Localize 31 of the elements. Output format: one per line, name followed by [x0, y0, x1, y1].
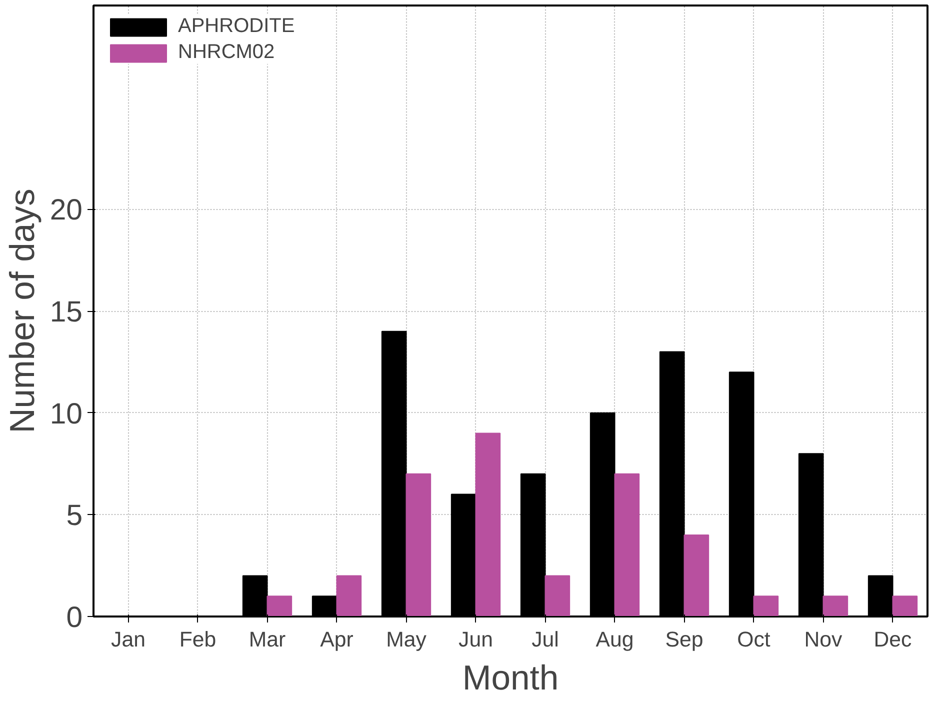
x-tick-label: Jul	[532, 628, 559, 652]
y-tick-label: 5	[66, 499, 82, 532]
x-tick-label: Oct	[737, 628, 770, 652]
bar	[684, 534, 710, 616]
x-tick-label: Jan	[111, 628, 146, 652]
bar	[475, 432, 501, 616]
bar	[406, 473, 432, 616]
bar	[266, 596, 292, 616]
x-tick-label: Aug	[596, 628, 634, 652]
y-axis-title: Number of days	[4, 188, 42, 434]
legend-label: NHRCM02	[178, 41, 275, 64]
x-tick-label: Feb	[179, 628, 216, 652]
bar	[753, 596, 779, 616]
x-tick-label: Nov	[804, 628, 843, 652]
bar	[822, 596, 848, 616]
bar	[892, 596, 918, 616]
bar	[614, 473, 640, 616]
y-tick-label: 10	[50, 397, 83, 430]
x-tick-label: May	[386, 628, 427, 652]
x-tick-label: Sep	[665, 628, 704, 652]
x-tick-label: Jun	[458, 628, 493, 652]
x-tick-label: Dec	[874, 628, 912, 652]
bar	[544, 575, 570, 616]
x-axis-title: Month	[462, 660, 559, 698]
y-tick-label: 15	[50, 296, 83, 328]
legend-label: APHRODITE	[178, 15, 295, 38]
bar	[336, 575, 362, 616]
y-tick-label: 20	[50, 194, 83, 227]
x-tick-label: Apr	[320, 628, 354, 652]
y-tick-label: 0	[66, 601, 82, 634]
x-tick-label: Mar	[248, 628, 286, 652]
